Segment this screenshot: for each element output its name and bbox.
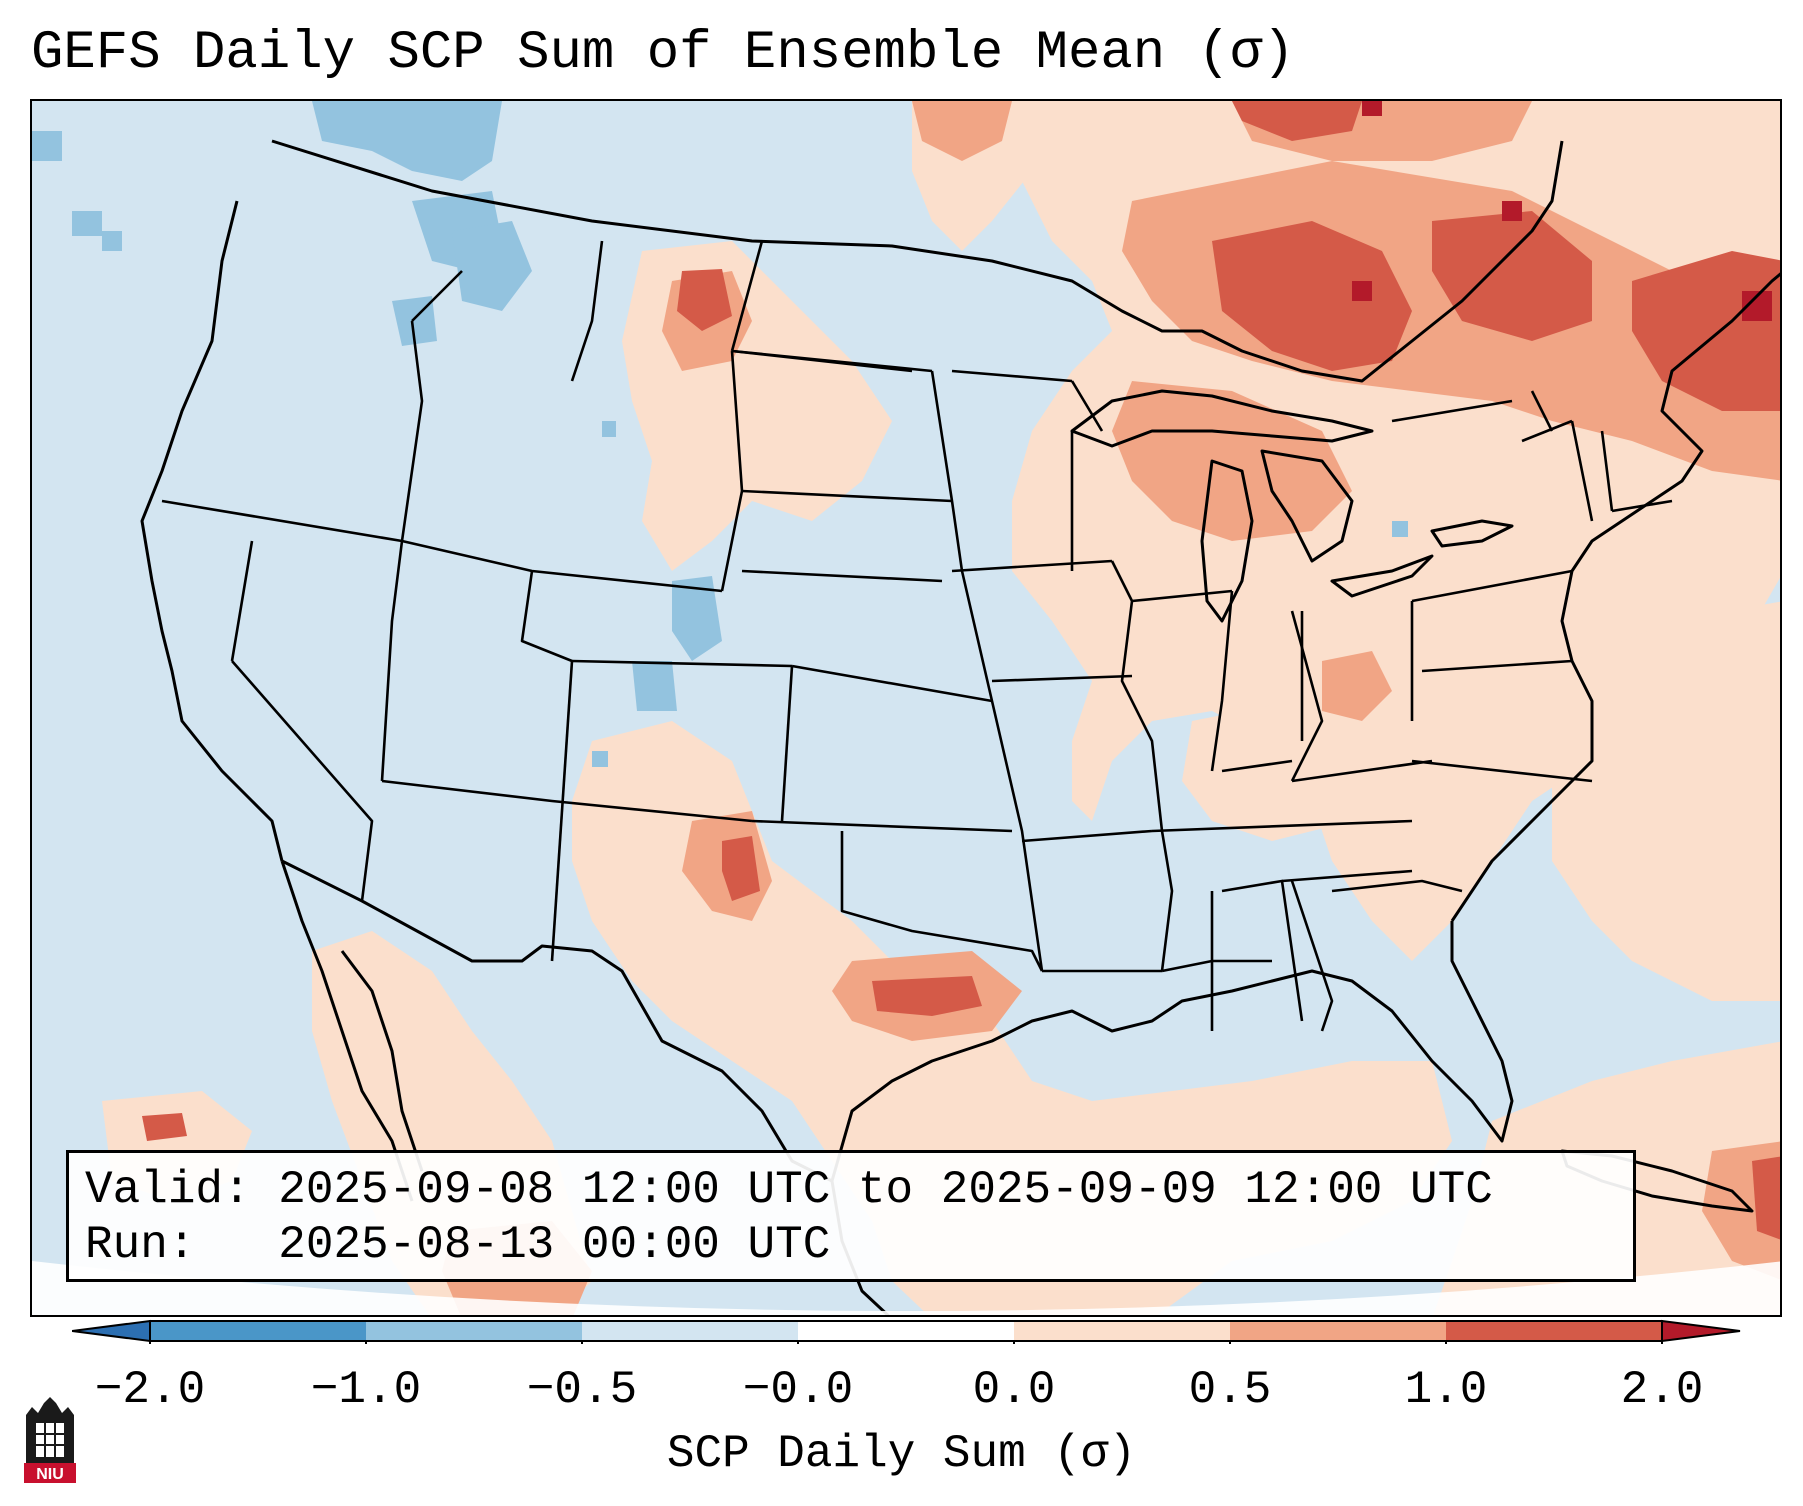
valid-time-text: Valid: 2025-09-08 12:00 UTC to 2025-09-0… — [85, 1164, 1493, 1216]
state-borders — [161, 240, 1673, 1032]
baja-coast — [280, 860, 414, 1202]
colorbar-label: SCP Daily Sum (σ) — [666, 1428, 1137, 1480]
colorbar-segment-pos1-pos2 — [1446, 1321, 1662, 1341]
colorbar-outline — [149, 1320, 1663, 1342]
niu-logo-icon: NIU — [24, 1397, 76, 1483]
colorbar-ticks — [149, 1341, 1663, 1344]
colorbar-tick-label: −0.0 — [742, 1364, 854, 1416]
run-time-text: Run: 2025-08-13 00:00 UTC — [85, 1219, 831, 1271]
anomaly-positive-strong — [142, 101, 1780, 1240]
lake-erie — [1330, 554, 1434, 598]
logo-text: NIU — [36, 1466, 64, 1483]
colorbar-segment-neg2-neg1 — [150, 1321, 366, 1341]
projection-edge — [32, 1261, 1780, 1315]
chart-title: GEFS Daily SCP Sum of Ensemble Mean (σ) — [31, 23, 1295, 84]
gulf-of-california — [340, 950, 424, 1172]
run-info-box: Valid: 2025-09-08 12:00 UTC to 2025-09-0… — [66, 1150, 1636, 1282]
us-west-coast — [140, 200, 284, 862]
colorbar-segment-neg05-neg0 — [582, 1321, 798, 1341]
colorbar-tick-label: −2.0 — [94, 1364, 206, 1416]
colorbar-extend-high — [1661, 1319, 1741, 1343]
scp-anomaly-field — [32, 101, 1780, 1315]
gulf-coast — [830, 921, 1514, 1182]
lake-ontario — [1430, 519, 1514, 548]
lake-huron — [1260, 449, 1354, 563]
colorbar-segment-neg0-pos0 — [798, 1321, 1014, 1341]
lake-superior — [1070, 389, 1374, 448]
colorbar — [72, 1319, 1741, 1344]
colorbar-tick-label: −0.5 — [526, 1364, 638, 1416]
anomaly-negative — [32, 101, 1408, 767]
us-mexico-border — [281, 859, 833, 1183]
colorbar-tick-label: 1.0 — [1404, 1364, 1488, 1416]
colorbar-tick-label: 0.0 — [972, 1364, 1056, 1416]
colorbar-tick-label: −1.0 — [310, 1364, 422, 1416]
map-canvas — [32, 101, 1780, 1315]
colorbar-segment-neg1-neg05 — [366, 1321, 582, 1341]
geographic-boundaries — [140, 139, 1780, 1315]
colorbar-segment-pos0-pos05 — [1014, 1321, 1230, 1341]
map-panel — [30, 99, 1782, 1317]
colorbar-extend-low — [72, 1319, 151, 1343]
us-canada-border — [271, 139, 1564, 383]
colorbar-tick-label: 2.0 — [1620, 1364, 1704, 1416]
colorbar-segment-pos05-pos1 — [1230, 1321, 1446, 1341]
colorbar-tick-label: 0.5 — [1188, 1364, 1272, 1416]
atlantic-coast — [1450, 272, 1780, 922]
